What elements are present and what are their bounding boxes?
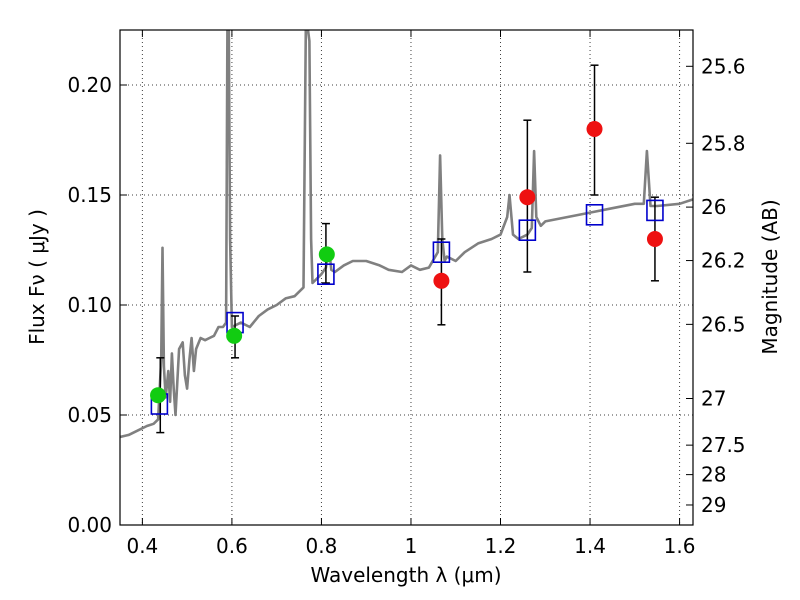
model-box-marker [518,219,537,241]
x-tick-label: 1.4 [574,534,606,558]
green-data-point [226,327,243,344]
y2-tick-label: 26.5 [701,312,746,336]
y-tick-label: 0.20 [67,73,112,97]
x-tick-label: 1.6 [664,534,696,558]
red-data-point [586,121,603,137]
y2-axis-label: Magnitude (AB) [758,199,782,354]
y2-tick-label: 28 [701,463,726,487]
green-data-point [150,387,167,404]
y-tick-label: 0.00 [67,513,112,537]
y-tick-label: 0.05 [67,403,112,427]
y-tick-label: 0.15 [67,183,112,207]
y2-tick-label: 27.5 [701,433,746,457]
red-data-point [646,231,663,247]
plot-area [120,30,693,439]
x-axis-label: Wavelength λ (μm) [310,563,501,587]
red-data-point [519,189,536,206]
x-tick-label: 1 [405,534,418,558]
y-axis-label: Flux Fν ( μJy ) [25,209,49,345]
x-tick-label: 0.4 [126,534,158,558]
y2-tick-label: 26.2 [701,249,746,273]
ticks: 0.4 0.6 0.8 1 1.2 1.4 1.6 0.00 0.05 0.10 0.15 0.20 2… [67,30,746,558]
model-box-marker [317,263,335,286]
green-data-point [318,246,335,263]
x-tick-label: 0.8 [306,534,338,558]
y2-tick-label: 25.8 [701,131,746,155]
x-tick-label: 0.6 [216,534,248,558]
y2-tick-label: 29 [701,493,726,517]
model-box-marker [432,241,451,263]
grid [120,30,693,526]
x-tick-label: 1.2 [485,534,517,558]
y-tick-label: 0.10 [67,293,112,317]
plot-frame [119,29,694,526]
model-spectrum-line [120,30,693,439]
y2-tick-label: 26 [701,195,726,219]
y2-tick-label: 25.6 [701,54,746,78]
model-box-marker [585,204,604,226]
red-data-point [433,272,450,289]
y2-tick-label: 27 [701,387,726,411]
model-box-marker [646,199,664,222]
